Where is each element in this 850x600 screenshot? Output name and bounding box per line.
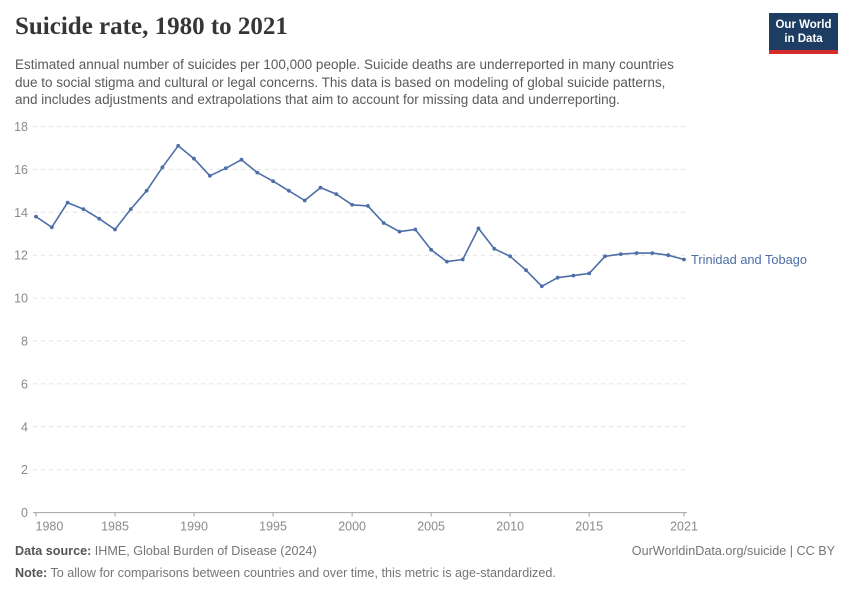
data-point bbox=[555, 275, 560, 280]
footer-source-row: Data source: IHME, Global Burden of Dise… bbox=[15, 543, 835, 559]
data-point bbox=[524, 268, 528, 273]
x-axis-label: 2010 bbox=[496, 520, 524, 534]
y-axis-label: 10 bbox=[14, 292, 28, 306]
y-axis-label: 18 bbox=[14, 120, 28, 134]
chart-title: Suicide rate, 1980 to 2021 bbox=[15, 13, 288, 40]
data-point bbox=[144, 188, 149, 193]
data-point bbox=[192, 156, 196, 161]
data-point bbox=[287, 188, 291, 193]
x-axis-label: 2021 bbox=[670, 520, 698, 534]
data-point bbox=[603, 254, 607, 259]
data-point bbox=[176, 143, 181, 148]
subtitle-line: due to social stigma and cultural or leg… bbox=[15, 74, 666, 90]
subtitle-line: and includes adjustments and extrapolati… bbox=[15, 92, 620, 107]
data-point bbox=[650, 251, 655, 256]
data-point bbox=[302, 198, 307, 203]
x-axis-label: 2005 bbox=[417, 520, 445, 534]
data-point bbox=[160, 165, 165, 170]
note-value: To allow for comparisons between countri… bbox=[47, 566, 556, 580]
data-point bbox=[539, 284, 544, 289]
data-point bbox=[81, 207, 86, 211]
series-label-trinidad-and-tobago: Trinidad and Tobago bbox=[691, 252, 807, 267]
data-point bbox=[334, 192, 339, 196]
y-axis-label: 2 bbox=[21, 463, 28, 477]
data-point bbox=[571, 273, 576, 278]
x-axis-label: 1995 bbox=[259, 520, 287, 534]
logo-text-line: Our World bbox=[775, 19, 832, 31]
logo-text-line: in Data bbox=[784, 33, 823, 45]
data-point bbox=[508, 254, 512, 259]
data-point bbox=[128, 207, 133, 211]
data-point bbox=[381, 221, 386, 225]
data-point bbox=[413, 227, 418, 232]
data-point bbox=[350, 202, 354, 207]
data-point bbox=[682, 257, 686, 262]
y-axis-label: 12 bbox=[14, 249, 28, 263]
data-point bbox=[634, 251, 639, 256]
footer-citation-link[interactable]: OurWorldinData.org/suicide | CC BY bbox=[631, 544, 835, 558]
data-source-value: IHME, Global Burden of Disease (2024) bbox=[91, 544, 317, 558]
data-point bbox=[587, 271, 592, 276]
data-point bbox=[429, 247, 433, 252]
line-chart-canvas: 0 2 4 6 8 10 12 14 16 18 1980 1985 1990 1995 2000 2005 2… bbox=[14, 120, 807, 534]
data-point bbox=[476, 226, 481, 231]
x-axis-label: 1985 bbox=[101, 520, 129, 534]
data-point bbox=[618, 252, 623, 256]
chart-subtitle: Estimated annual number of suicides per … bbox=[15, 56, 775, 109]
data-point bbox=[97, 216, 102, 221]
data-point bbox=[113, 227, 117, 232]
x-axis-label: 2000 bbox=[338, 520, 366, 534]
y-axis-label: 16 bbox=[14, 163, 28, 177]
y-axis-label: 14 bbox=[14, 206, 28, 220]
data-source-label: Data source: bbox=[15, 544, 92, 558]
owid-logo[interactable]: Our World in Data bbox=[769, 13, 838, 54]
x-axis-label: 1990 bbox=[180, 520, 208, 534]
data-point bbox=[49, 225, 54, 230]
y-axis-label: 8 bbox=[21, 335, 28, 349]
data-point bbox=[460, 257, 465, 262]
data-point bbox=[208, 173, 212, 178]
data-point bbox=[34, 214, 38, 219]
data-point bbox=[366, 204, 370, 208]
data-point bbox=[223, 166, 228, 171]
data-point bbox=[239, 157, 244, 162]
data-point bbox=[492, 246, 497, 251]
subtitle-line: Estimated annual number of suicides per … bbox=[15, 57, 674, 72]
footer-note-row: Note: To allow for comparisons between c… bbox=[15, 565, 835, 581]
y-axis-label: 4 bbox=[21, 420, 28, 434]
data-point bbox=[65, 200, 70, 205]
y-axis-label: 6 bbox=[21, 377, 28, 391]
x-axis-label: 2015 bbox=[575, 520, 603, 534]
data-point bbox=[318, 185, 323, 190]
y-axis-label: 0 bbox=[21, 506, 28, 520]
data-point bbox=[397, 229, 402, 234]
data-point bbox=[271, 179, 275, 184]
data-point bbox=[666, 253, 671, 258]
x-axis-label: 1980 bbox=[36, 520, 64, 534]
footer: Data source: IHME, Global Burden of Dise… bbox=[15, 543, 835, 581]
data-source-text: Data source: IHME, Global Burden of Dise… bbox=[15, 543, 317, 559]
trend-line bbox=[35, 144, 685, 288]
note-label: Note: bbox=[15, 566, 48, 580]
data-point bbox=[445, 259, 449, 264]
data-point bbox=[255, 170, 260, 175]
